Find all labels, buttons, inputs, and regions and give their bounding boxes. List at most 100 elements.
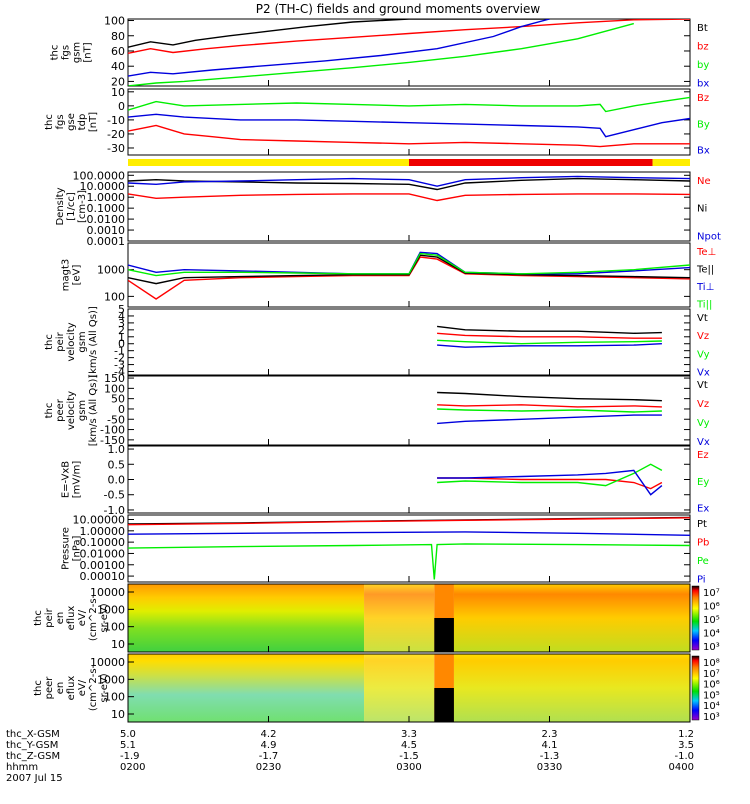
y-tick-label: -1	[114, 345, 125, 358]
colorbar	[691, 655, 700, 721]
spectrogram-mid	[364, 584, 435, 652]
y-tick-label: -0.5	[104, 489, 125, 502]
x-axis-value: 4.5	[401, 740, 417, 751]
x-axis-value: 2.3	[542, 729, 558, 740]
colorbar-label: 10⁶	[703, 602, 720, 613]
panels: 10080604020Btbzbybxthcfgsgsm[nT]100-10-2…	[33, 15, 721, 723]
y-tick-label: 0	[118, 403, 125, 416]
series-line	[437, 339, 662, 345]
spectrogram-left	[128, 654, 365, 722]
x-axis-value: 0400	[669, 762, 694, 773]
legend-entry: Vz	[697, 399, 709, 410]
series-line	[128, 19, 550, 48]
x-axis-value: -1.9	[120, 751, 140, 762]
x-axis-value: 5.1	[120, 740, 136, 751]
colorbar-label: 10⁴	[703, 701, 720, 712]
x-axis-row-label: thc_Z-GSM	[6, 751, 60, 762]
spectrogram-mid	[364, 654, 435, 722]
y-tick-label: 10	[111, 638, 125, 651]
spectrogram-right	[453, 584, 690, 652]
series-line	[128, 175, 690, 187]
series-line	[437, 463, 663, 487]
y-tick-label: 3	[118, 317, 125, 330]
panel-8: 10.000001.000000.100000.010000.001000.00…	[61, 514, 710, 586]
panel-frame	[127, 171, 691, 242]
legend-entry: Bz	[697, 93, 709, 104]
y-tick-label: 10.0000	[80, 180, 126, 193]
y-tick-label: 10000	[90, 656, 125, 669]
y-tick-label: 0.01000	[80, 547, 126, 560]
colorbar-label: 10³	[703, 712, 720, 723]
y-tick-label: 1.0000	[87, 191, 126, 204]
series-line	[128, 252, 690, 277]
spectrogram-left	[128, 584, 365, 652]
x-axis-row-label: thc_X-GSM	[6, 729, 60, 740]
y-axis-label: E=-VxB[mV/m]	[61, 461, 83, 499]
x-axis-value: -1.3	[540, 751, 560, 762]
legend-entry: Ex	[697, 504, 709, 515]
y-tick-label: 10	[111, 708, 125, 721]
colorbar-label: 10⁴	[703, 629, 720, 640]
legend-entry: Te||	[696, 265, 714, 276]
series-line	[437, 414, 662, 425]
colorbar-label: 10⁶	[703, 680, 720, 691]
legend-entry: Ez	[697, 450, 709, 461]
y-tick-label: 5	[118, 303, 125, 316]
y-tick-label: 1000	[97, 603, 125, 616]
x-axis-row-label: thc_Y-GSM	[6, 740, 58, 751]
spectrogram-data-gap	[434, 688, 454, 722]
legend-entry: Ey	[697, 477, 709, 488]
series-line	[437, 404, 662, 408]
y-tick-label: -30	[107, 142, 125, 155]
x-axis-value: -1.0	[674, 751, 694, 762]
y-tick-label: 100	[104, 382, 125, 395]
y-tick-label: 1000	[97, 264, 125, 277]
series-line	[437, 325, 662, 335]
series-line	[128, 531, 690, 536]
mode-bar-segment	[409, 159, 653, 166]
series-line	[128, 113, 690, 138]
series-line	[128, 19, 690, 54]
x-axis-value: 3.5	[678, 740, 694, 751]
y-tick-label: 10.00000	[73, 514, 126, 527]
series-line	[437, 477, 663, 490]
y-tick-label: 1000	[97, 673, 125, 686]
spectrogram-data-gap	[434, 618, 454, 652]
series-line	[128, 96, 690, 113]
legend-entry: Vz	[697, 331, 709, 342]
legend-entry: Ne	[697, 176, 711, 187]
y-tick-label: 1.0	[108, 443, 126, 456]
colorbar-label: 10⁷	[703, 669, 720, 680]
y-tick-label: 2	[118, 324, 125, 337]
panel-2: 100-10-20-30 Bz By Bx thcfgsgsetdp[nT]	[44, 86, 710, 157]
legend-entry: Vt	[697, 380, 708, 391]
y-axis-label: thcpeerenefluxeV/(cm^2-s-sr-eV)	[33, 664, 110, 711]
colorbar-label: 10⁵	[703, 690, 720, 701]
legend-entry: Bt	[697, 23, 708, 34]
y-axis-label: thcpeervelocitygsm[km/s (All Qs)]	[44, 375, 99, 447]
panel-1: 100 80 60 40 20 Bt bz by bx thcfgsgsm[nT]	[50, 15, 710, 90]
y-axis-label: magt3[eV]	[61, 259, 83, 292]
y-tick-label: 50	[111, 393, 125, 406]
legend-entry: Ni	[697, 204, 707, 215]
plot-title: P2 (TH-C) fields and ground moments over…	[256, 2, 541, 16]
y-axis-label: thcfgsgsm[nT]	[50, 42, 94, 63]
y-tick-label: -20	[107, 128, 125, 141]
legend-entry: bx	[697, 78, 709, 89]
legend-entry: Vx	[697, 437, 710, 448]
panel-frame	[127, 514, 691, 583]
y-tick-label: 4	[118, 310, 125, 323]
legend-entry: Npot	[697, 231, 721, 242]
x-axis-value: 4.9	[261, 740, 277, 751]
y-tick-label: 10	[111, 86, 125, 99]
y-tick-label: -150	[100, 434, 125, 447]
y-tick-label: 0.10000	[80, 536, 126, 549]
y-axis-label: Pressure[nPa]	[61, 527, 83, 570]
series-line	[128, 22, 634, 86]
panel-4: 1000 100 Te⊥ Te|| Ti⊥ Ti|| magt3[eV]	[61, 242, 716, 311]
colorbar-label: 10⁵	[703, 615, 720, 626]
y-tick-label: 100	[104, 691, 125, 704]
colorbar	[691, 585, 700, 651]
colorbar-label: 10⁸	[703, 658, 720, 669]
